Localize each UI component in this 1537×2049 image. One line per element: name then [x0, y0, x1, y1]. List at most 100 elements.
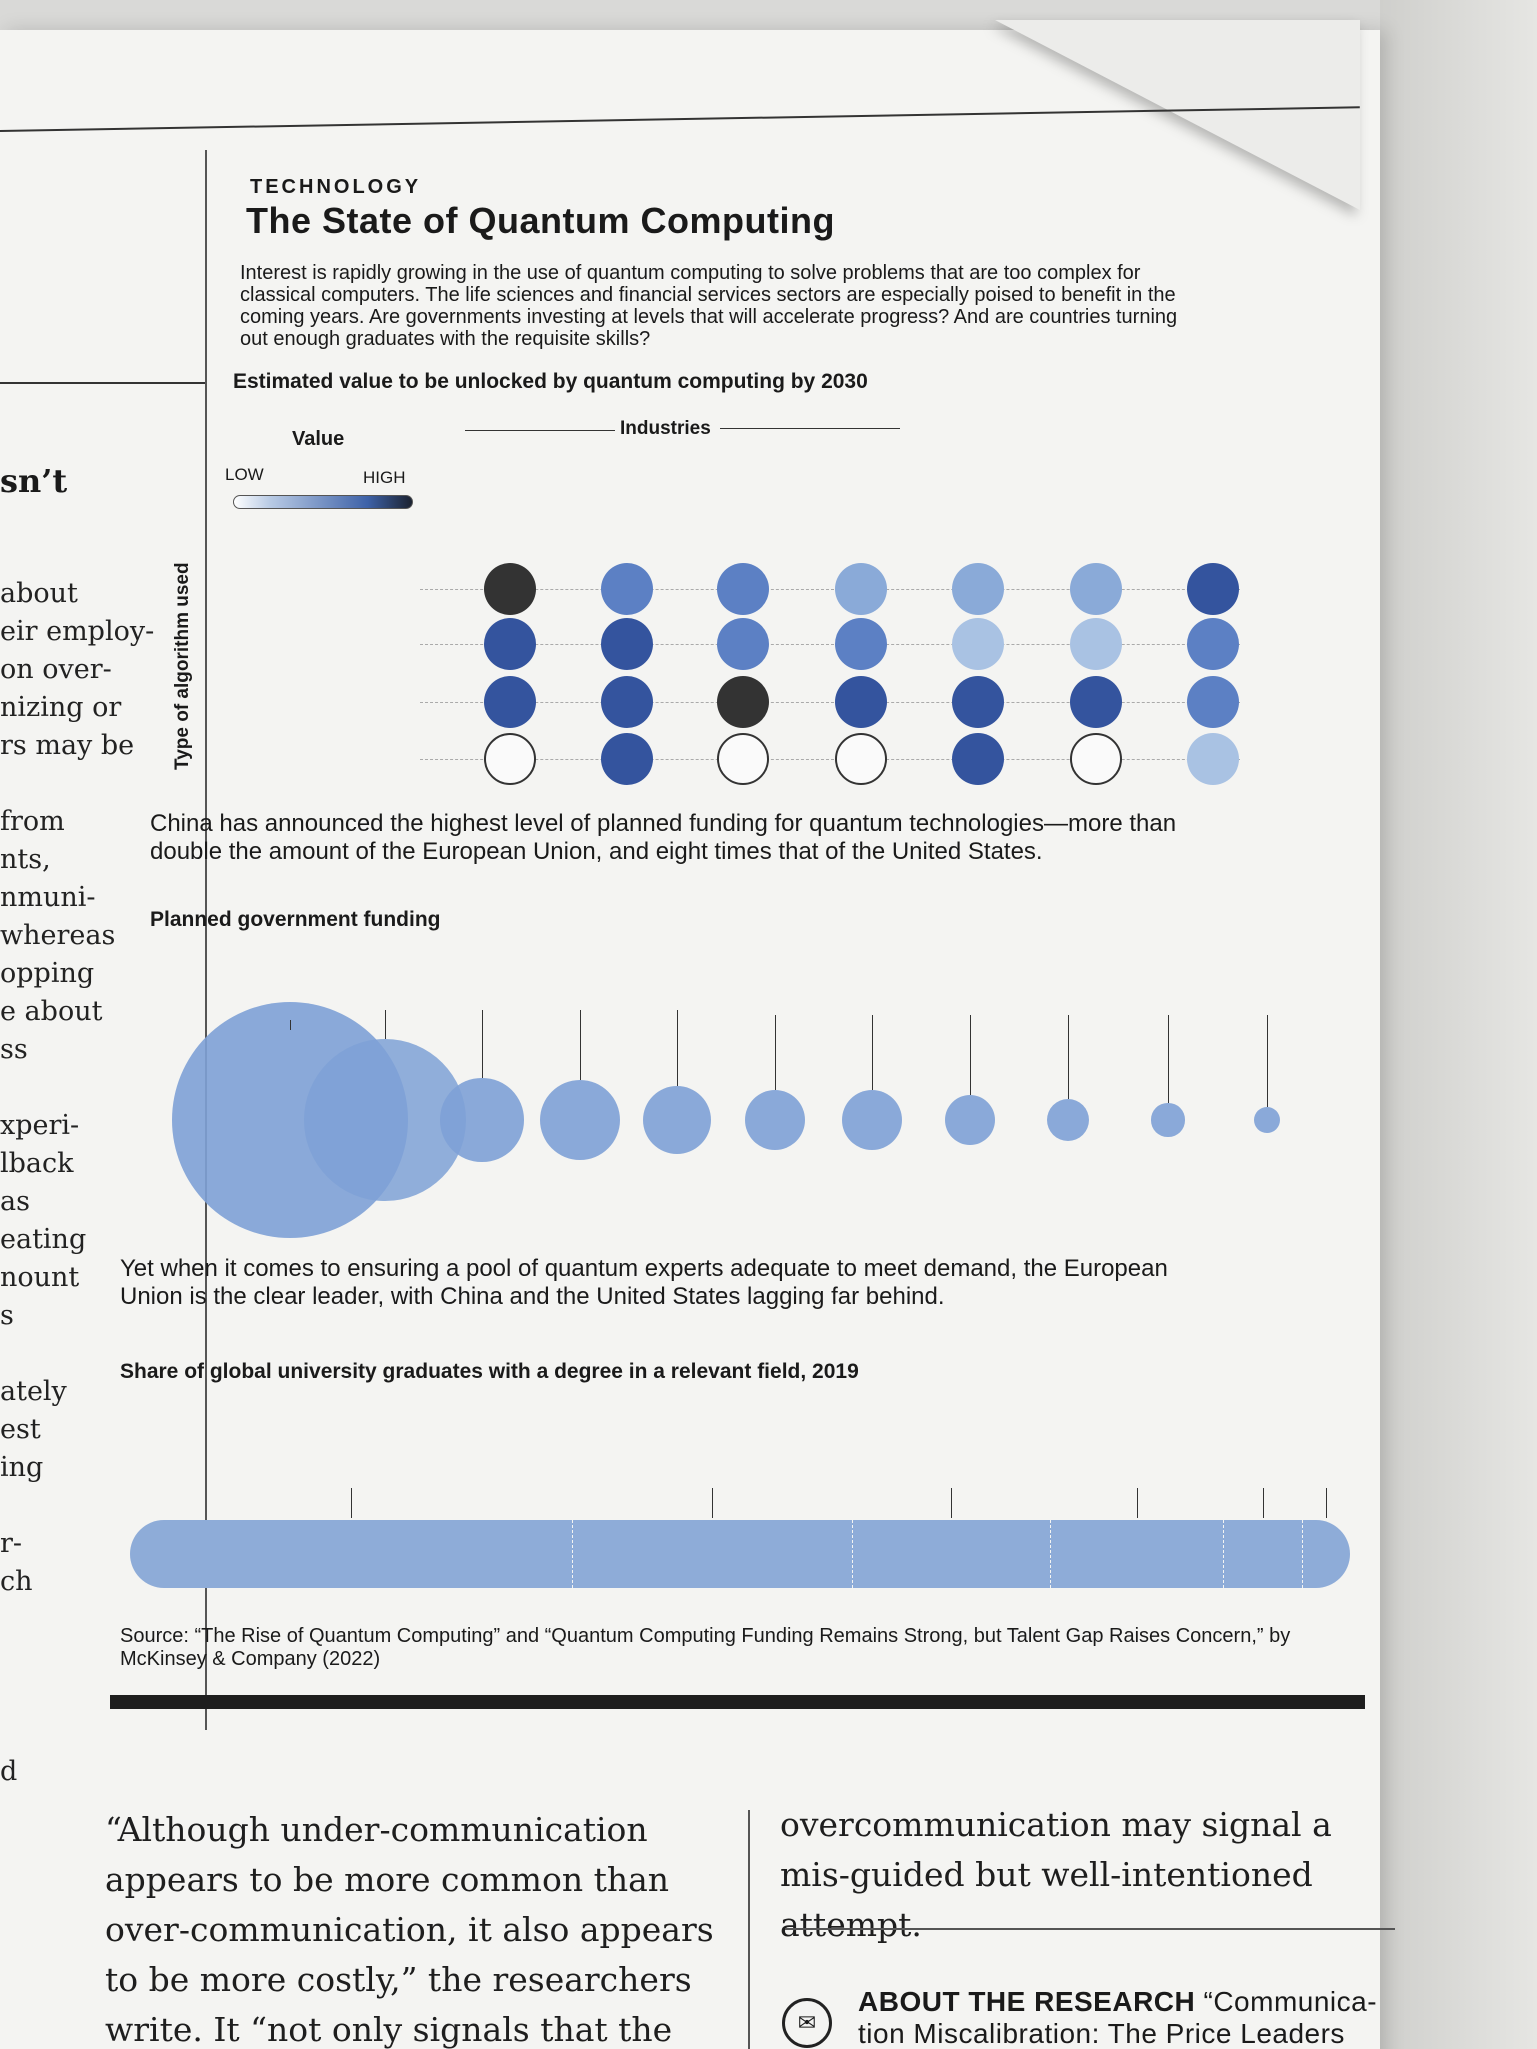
share-leader — [951, 1488, 953, 1518]
funding-leader — [775, 1015, 776, 1090]
left-column-line: as — [0, 1186, 30, 1217]
funding-bubble — [944, 1094, 996, 1146]
source-note: Source: “The Rise of Quantum Computing” … — [120, 1625, 1291, 1670]
about-research-text: “Communica-tion Miscalibration: The Pric… — [858, 1986, 1378, 2049]
funding-leader — [677, 1010, 678, 1086]
infographic-title: The State of Quantum Computing — [246, 200, 835, 241]
left-column-line: nmuni- — [0, 882, 96, 913]
section-end-rule — [110, 1695, 1365, 1709]
left-column-line: est — [0, 1414, 41, 1445]
heatmap-row-rule — [420, 759, 1240, 760]
heatmap-row-rule — [420, 702, 1240, 703]
left-column-line: ch — [0, 1566, 33, 1597]
funding-bubble — [304, 1039, 466, 1201]
share-leader — [350, 1488, 352, 1518]
left-column-line — [0, 1069, 190, 1107]
share-segment-divider — [852, 1520, 854, 1588]
funding-leader — [1267, 1015, 1268, 1107]
value-dot — [835, 676, 887, 728]
value-dot — [1187, 733, 1239, 785]
value-dot — [1070, 733, 1122, 785]
value-dot — [835, 618, 887, 670]
share-segment-divider — [1302, 1520, 1304, 1588]
about-rule — [785, 1928, 1395, 1930]
left-column-line: from — [0, 806, 65, 837]
left-column-text: about eir employ-on over-nizing or rs may … — [0, 575, 190, 1791]
funding-bubble — [440, 1078, 524, 1162]
value-dot — [952, 676, 1004, 728]
value-dot — [601, 676, 653, 728]
quote-divider — [748, 1810, 750, 2049]
graduates-heading: Share of global university graduates wit… — [120, 1360, 859, 1383]
industries-rule-left — [465, 430, 615, 431]
infographic-intro: Interest is rapidly growing in the use o… — [240, 262, 1178, 350]
value-dot — [1070, 618, 1122, 670]
left-column-line: ately — [0, 1376, 67, 1407]
heatmap-row-rule — [420, 589, 1240, 590]
left-column-line: ss — [0, 1034, 28, 1065]
left-column-line: s — [0, 1300, 14, 1331]
share-segment-divider — [1049, 1520, 1051, 1588]
table-surface — [1380, 0, 1537, 2049]
left-column-line: eating — [0, 1224, 87, 1255]
share-leader — [1326, 1488, 1328, 1518]
share-segment-divider — [571, 1520, 573, 1588]
left-column-line: on over- — [0, 654, 112, 685]
left-column-line: nizing or — [0, 692, 122, 723]
about-research-label: ABOUT THE RESEARCH — [858, 1986, 1196, 2017]
value-dot — [952, 618, 1004, 670]
value-dot — [484, 676, 536, 728]
left-column-line: nount — [0, 1262, 80, 1293]
funding-leader — [1068, 1015, 1069, 1099]
value-dot — [952, 733, 1004, 785]
funding-bubble — [642, 1085, 712, 1155]
section-kicker: TECHNOLOGY — [250, 176, 422, 198]
share-leader — [1262, 1488, 1264, 1518]
y-axis-label: Type of algorithm used — [172, 562, 193, 770]
graduates-sentence: Yet when it comes to ensuring a pool of … — [120, 1255, 1168, 1310]
column-divider — [205, 150, 207, 1730]
value-dot — [1187, 563, 1239, 615]
value-dot — [717, 563, 769, 615]
funding-bubble — [841, 1089, 903, 1151]
about-research: ABOUT THE RESEARCH “Communica-tion Misca… — [858, 1986, 1378, 2049]
left-column-line: d — [0, 1756, 18, 1787]
pull-quote-left: “Although under-communication appears to… — [105, 1810, 714, 2049]
heatmap-row-rule — [420, 644, 1240, 645]
left-column-line: about — [0, 578, 78, 609]
industries-rule-right — [720, 428, 900, 429]
value-dot — [601, 618, 653, 670]
funding-bubble — [539, 1079, 621, 1161]
left-column-line: lback — [0, 1148, 74, 1179]
funding-bubble — [1151, 1103, 1185, 1137]
graduates-share-bar — [130, 1520, 1350, 1588]
industries-label: Industries — [620, 418, 711, 439]
legend-low-label: LOW — [225, 465, 264, 484]
left-column-line: eir employ- — [0, 616, 155, 647]
left-column-rule — [0, 382, 205, 384]
left-column-line — [0, 765, 190, 803]
funding-bubble — [1253, 1106, 1281, 1134]
share-leader — [711, 1488, 713, 1518]
funding-bubble — [1046, 1098, 1090, 1142]
share-segment-divider — [1223, 1520, 1225, 1588]
value-dot — [717, 618, 769, 670]
value-dot — [1187, 618, 1239, 670]
value-dot — [835, 733, 887, 785]
value-dot — [601, 563, 653, 615]
value-dot — [835, 563, 887, 615]
left-column-line: ing — [0, 1452, 44, 1483]
funding-leader — [385, 1010, 386, 1040]
funding-leader — [482, 1010, 483, 1079]
value-dot — [601, 733, 653, 785]
value-dot — [1070, 676, 1122, 728]
funding-heading: Planned government funding — [150, 908, 441, 931]
value-dot — [717, 676, 769, 728]
share-leader — [1136, 1488, 1138, 1518]
legend-title: Value — [292, 428, 345, 450]
left-column-heading: sn’t — [0, 462, 68, 500]
funding-sentence: China has announced the highest level of… — [150, 810, 1177, 865]
speech-bubble-icon: ✉ — [782, 1998, 832, 2048]
funding-leader — [1168, 1015, 1169, 1104]
value-dot — [1070, 563, 1122, 615]
